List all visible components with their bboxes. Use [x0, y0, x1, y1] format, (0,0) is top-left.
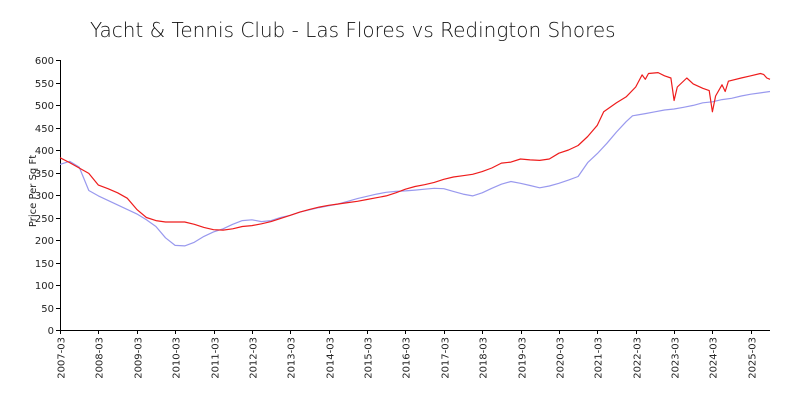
- x-tick-label: 2019-03: [518, 337, 529, 379]
- y-ticks: 0 50 100 150 200 250 300 350 400 450 500 550 600: [35, 56, 60, 337]
- x-tick-label: 2014-03: [326, 337, 337, 379]
- x-tick-label: 2007-03: [57, 337, 68, 379]
- y-tick-label: 600: [35, 56, 54, 67]
- x-tick-label: 2010-03: [172, 337, 183, 379]
- series-layer: [59, 72, 771, 247]
- x-tick-label: 2009-03: [134, 337, 145, 379]
- y-tick-label: 50: [41, 304, 54, 315]
- y-tick-label: 500: [35, 101, 54, 112]
- y-tick-label: 150: [35, 259, 54, 270]
- y-tick-label: 200: [35, 236, 54, 247]
- x-tick-label: 2023-03: [671, 337, 682, 379]
- x-tick-label: 2012-03: [249, 337, 260, 379]
- x-tick-label: 2017-03: [441, 337, 452, 379]
- series-1-line: [59, 72, 771, 231]
- x-tick-label: 2025-03: [748, 337, 759, 379]
- x-tick-label: 2016-03: [402, 337, 413, 379]
- x-tick-label: 2020-03: [556, 337, 567, 379]
- y-tick-label: 550: [35, 79, 54, 90]
- y-tick-label: 400: [35, 146, 54, 157]
- x-tick-label: 2018-03: [479, 337, 490, 379]
- series-2-line: [59, 90, 771, 247]
- y-tick-label: 100: [35, 281, 54, 292]
- y-tick-label: 350: [35, 169, 54, 180]
- x-tick-label: 2015-03: [364, 337, 375, 379]
- x-tick-label: 2021-03: [594, 337, 605, 379]
- chart-title: Yacht & Tennis Club - Las Flores vs Redi…: [90, 18, 616, 42]
- x-tick-label: 2022-03: [633, 337, 644, 379]
- y-tick-label: 0: [48, 326, 54, 337]
- y-tick-label: 300: [35, 191, 54, 202]
- y-tick-label: 250: [35, 214, 54, 225]
- x-tick-label: 2013-03: [287, 337, 298, 379]
- x-ticks: 2007-03 2008-03 2009-03 2010-03 2011-03 2012-…: [57, 330, 759, 379]
- axes: [60, 60, 770, 331]
- x-tick-label: 2008-03: [95, 337, 106, 379]
- x-tick-label: 2011-03: [211, 337, 222, 379]
- x-tick-label: 2024-03: [709, 337, 720, 379]
- y-axis-label: Price Per Sq Ft: [28, 155, 39, 227]
- y-tick-label: 450: [35, 124, 54, 135]
